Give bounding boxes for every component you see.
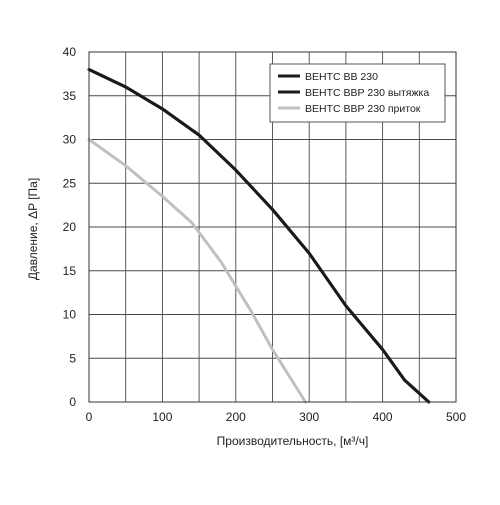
y-tick-label: 35	[63, 89, 77, 103]
series-line-3	[87, 138, 307, 404]
y-tick-label: 25	[63, 176, 77, 190]
y-tick-label: 0	[69, 395, 76, 409]
y-tick-label: 10	[63, 308, 77, 322]
y-tick-label: 20	[63, 220, 77, 234]
x-tick-label: 200	[226, 410, 246, 424]
y-axis-title: Давление, ΔP [Па]	[26, 178, 40, 280]
x-tick-label: 300	[299, 410, 319, 424]
legend: ВЕНТС ВВ 230 ВЕНТС ВВР 230 вытяжка ВЕНТС В…	[269, 63, 446, 123]
legend-label-3: ВЕНТС ВВР 230 приток	[305, 103, 421, 115]
x-tick-label: 400	[373, 410, 393, 424]
series-line-2	[87, 68, 431, 404]
y-tick-label: 15	[63, 264, 77, 278]
x-tick-label: 0	[86, 410, 93, 424]
tick-labels: 0 100 200 300 400 500 0 5 10 15 20 25 30 35 40	[63, 45, 467, 424]
x-tick-label: 500	[446, 410, 466, 424]
legend-label-1: ВЕНТС ВВ 230	[305, 71, 378, 83]
legend-label-2: ВЕНТС ВВР 230 вытяжка	[305, 87, 429, 99]
y-tick-label: 30	[63, 133, 77, 147]
y-tick-label: 5	[69, 351, 76, 365]
x-axis-title: Производительность, [м³/ч]	[217, 434, 369, 448]
x-tick-label: 100	[152, 410, 172, 424]
plot-frame	[88, 51, 457, 403]
series-lines	[87, 68, 431, 404]
y-tick-label: 40	[63, 45, 77, 59]
